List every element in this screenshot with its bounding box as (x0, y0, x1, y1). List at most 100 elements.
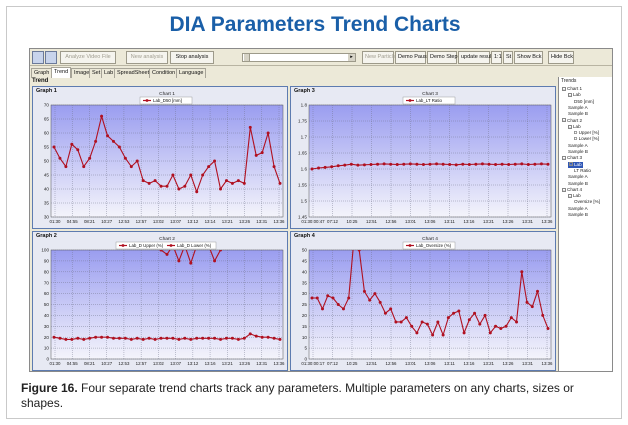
data-point (376, 162, 380, 166)
tree-expand-icon[interactable]: − (568, 124, 572, 129)
tree-node[interactable]: − Lab (568, 161, 583, 168)
tree-node[interactable]: Sample B (568, 149, 588, 155)
data-point (88, 156, 92, 160)
data-point (141, 337, 145, 341)
tree-node[interactable]: D Lower [%] (574, 136, 599, 142)
tree-node[interactable]: − Lab (568, 124, 581, 130)
tree-expand-icon[interactable]: − (562, 187, 566, 192)
new-particle-button[interactable]: New Particle (362, 51, 396, 64)
data-point (123, 156, 127, 160)
data-point (159, 250, 163, 252)
tree-node[interactable]: − Chart 1 (562, 86, 582, 92)
y-tick-label: 0 (46, 357, 49, 362)
data-point (310, 296, 314, 300)
data-point (394, 320, 398, 324)
data-point (159, 184, 163, 188)
data-point (177, 259, 181, 263)
x-tick-label: 04:55 (67, 219, 79, 224)
tree-node[interactable]: Sample A (568, 143, 588, 149)
data-point (266, 335, 270, 339)
data-point (499, 326, 503, 330)
data-point (478, 322, 482, 326)
new-analysis-button[interactable]: New analysis (126, 51, 168, 64)
data-point (515, 320, 519, 324)
demo-pause-button[interactable]: Demo Pause (395, 51, 430, 64)
tree-node[interactable]: − Chart 3 (562, 155, 582, 161)
x-tick-label: 08:21 (84, 361, 96, 366)
tree-expand-icon[interactable]: − (568, 193, 572, 198)
tree-expand-icon[interactable]: − (562, 118, 566, 123)
tree-node-label: Sample B (568, 111, 588, 117)
demo-step-button[interactable]: Demo Step (427, 51, 458, 64)
show-bck-button[interactable]: Show Bck (514, 51, 543, 64)
tree-expand-icon[interactable]: − (568, 93, 572, 98)
time-slider[interactable]: ▸ (242, 53, 356, 62)
graph-4-panel: Graph 4 0 5 10 15 20 25 30 35 40 45 50 01:30:00:17 0… (290, 231, 556, 371)
data-point (52, 145, 56, 149)
x-tick-label: 13:11 (444, 361, 455, 366)
y-tick-label: 45 (44, 173, 50, 178)
tree-node[interactable]: − Lab (568, 92, 581, 98)
data-point (383, 311, 387, 315)
data-point (520, 270, 524, 274)
tree-header: Trends (561, 78, 577, 84)
tree-node[interactable]: Oversize [%] (574, 199, 600, 205)
y-tick-label: 1.6 (301, 167, 308, 172)
tree-node[interactable]: Sample B (568, 181, 588, 187)
hide-bck-button[interactable]: Hide Bck (548, 51, 574, 64)
tab-trend[interactable]: Trend (51, 67, 72, 78)
legend-label: Lab_LT Ratio (416, 98, 443, 103)
tree-node[interactable]: Sample B (568, 212, 588, 218)
slider-left-arrow[interactable] (244, 54, 250, 61)
tree-node[interactable]: Sample B (568, 111, 588, 117)
tree-expand-icon[interactable]: − (569, 162, 573, 167)
slider-right-arrow[interactable]: ▸ (348, 54, 355, 61)
tab-graph[interactable]: Graph (31, 68, 53, 78)
x-tick-label: 13:36 (542, 219, 554, 224)
tree-node-label: Sample A (568, 142, 588, 148)
x-tick-label: 01:30 (50, 219, 62, 224)
x-tick-label: 13:11 (444, 219, 455, 224)
analyze-video-button[interactable]: Analyze Video File (60, 51, 116, 64)
data-point (224, 179, 228, 183)
save-icon[interactable] (32, 51, 44, 64)
update-result-button[interactable]: update result (458, 51, 493, 64)
tree-node[interactable]: LT Ratio (574, 168, 591, 174)
tree-node-label: Lab (573, 193, 581, 199)
y-tick-label: 60 (44, 291, 50, 296)
data-point (213, 336, 217, 340)
tree-node-label: D Upper [%] (574, 130, 600, 136)
st-button[interactable]: St (503, 51, 513, 64)
tab-language[interactable]: Language (176, 68, 207, 78)
stop-analysis-button[interactable]: Stop analysis (170, 51, 214, 64)
tree-node[interactable]: − Lab (568, 193, 581, 199)
tree-node[interactable]: Sample A (568, 206, 588, 212)
print-icon[interactable] (45, 51, 57, 64)
data-point (219, 250, 223, 252)
tab-spreadsheet[interactable]: SpreadSheet (114, 68, 153, 78)
tree-node-label: D Lower [%] (574, 136, 600, 142)
tree-node-label: Lab (574, 161, 582, 167)
data-point (94, 139, 98, 143)
y-tick-label: 20 (302, 313, 308, 318)
y-tick-label: 55 (44, 145, 50, 150)
tree-node[interactable]: Sample A (568, 174, 588, 180)
tree-expand-icon[interactable]: − (562, 86, 566, 91)
tree-expand-icon[interactable]: − (562, 156, 566, 161)
data-point (452, 311, 456, 315)
x-tick-label: 12:51 (366, 219, 378, 224)
data-point (446, 316, 450, 320)
data-point (315, 296, 319, 300)
data-point (488, 331, 492, 335)
data-point (117, 145, 121, 149)
data-point (541, 313, 545, 317)
tree-node[interactable]: Sample A (568, 105, 588, 111)
tree-node[interactable]: D50 [mm] (574, 99, 594, 105)
tab-condition[interactable]: Condition (149, 68, 179, 78)
data-point (278, 181, 282, 185)
tree-node[interactable]: D Upper [%] (574, 130, 599, 136)
one-to-one-button[interactable]: 1:1 (491, 51, 502, 64)
data-point (153, 179, 157, 183)
tree-node[interactable]: − Chart 2 (562, 118, 582, 124)
tree-node[interactable]: − Chart 4 (562, 187, 582, 193)
